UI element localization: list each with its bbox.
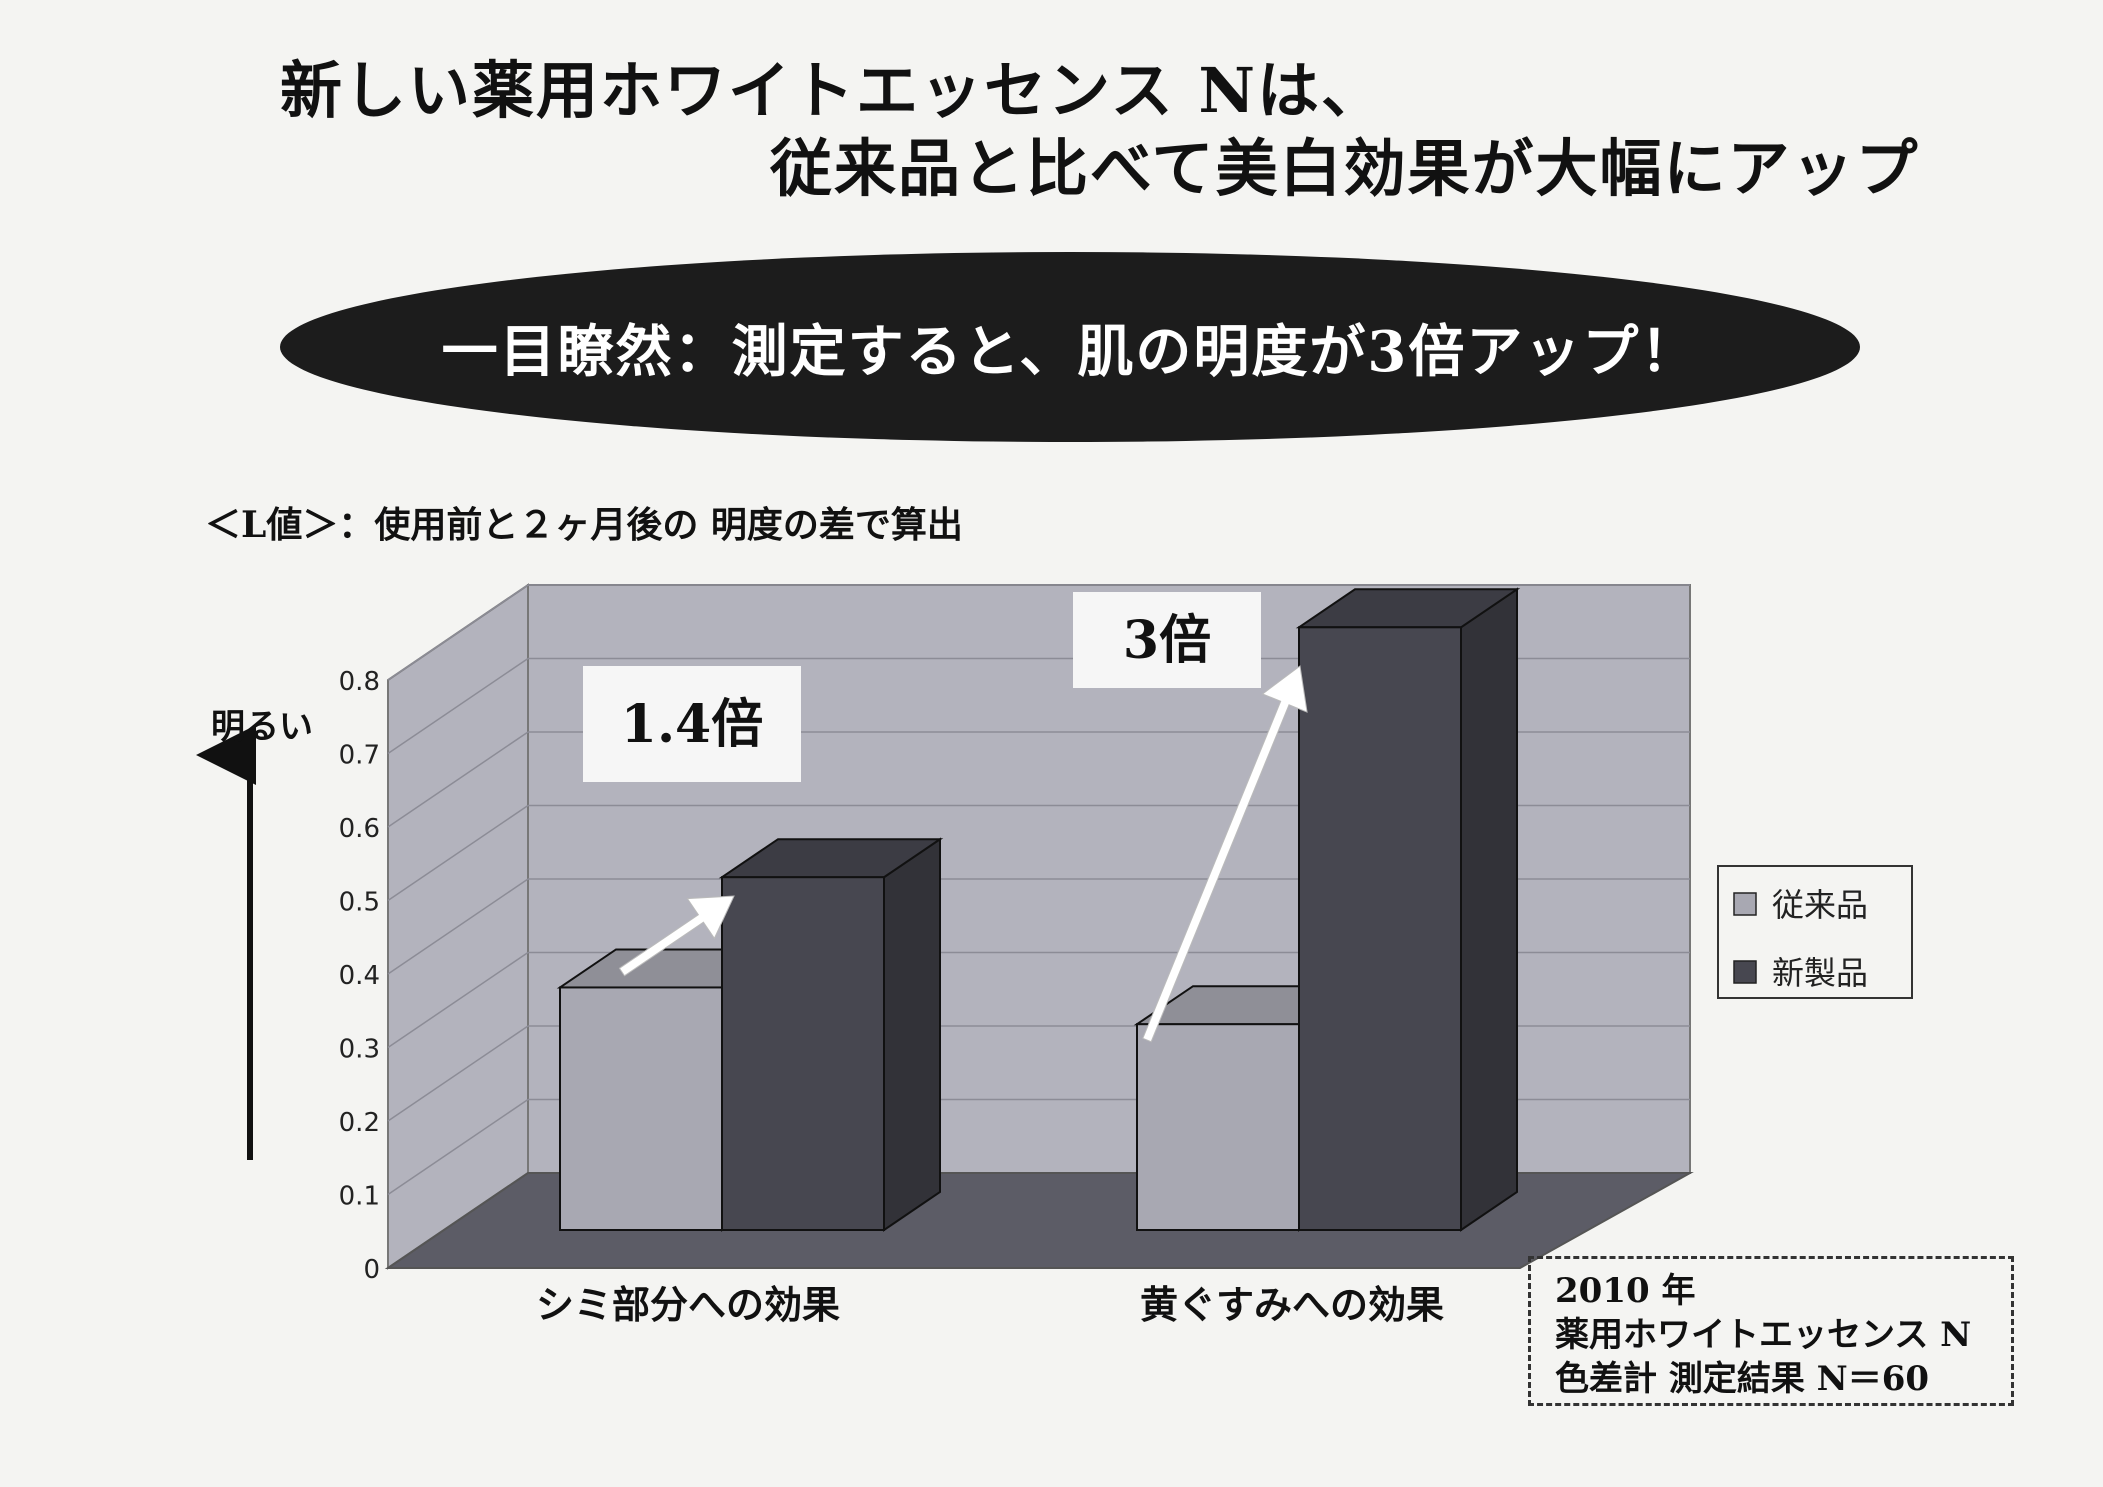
- gridline-left: [387, 731, 529, 828]
- x-axis-label: 黄ぐすみへの効果: [1140, 1282, 1444, 1327]
- chart-legend: 従来品 新製品: [1717, 865, 1913, 999]
- bar-front: [1136, 1023, 1300, 1231]
- chart-subtitle: ＜L値＞：使用前と２ヶ月後の 明度の差で算出: [205, 504, 963, 546]
- bar-new-0: [718, 837, 944, 1232]
- legend-swatch-new: [1733, 960, 1757, 984]
- bar-front: [559, 986, 723, 1232]
- y-tick-label: 0.1: [339, 1182, 380, 1212]
- gridline-left: [387, 1025, 529, 1122]
- y-tick-label: 0: [363, 1255, 380, 1285]
- y-tick-label: 0.8: [339, 667, 380, 697]
- ratio-box-2: [1073, 592, 1261, 688]
- ratio-label-2: 3倍: [1123, 610, 1211, 671]
- bar-side: [1460, 587, 1518, 1232]
- growth-arrows: [618, 665, 1308, 1043]
- arrow-shape: [1142, 665, 1308, 1043]
- y-tick-label: 0.4: [339, 961, 380, 991]
- bar-new-1: [1295, 587, 1521, 1232]
- note-year: 2010 年: [1555, 1271, 1696, 1311]
- gridline-left: [387, 1098, 529, 1196]
- x-axis-label: シミ部分への効果: [536, 1282, 840, 1327]
- bar-front: [1298, 626, 1462, 1231]
- legend-label-legacy: 従来品: [1772, 886, 1868, 924]
- y-direction-label: 明るい: [211, 707, 313, 747]
- headline-line-2: 従来品と比べて美白効果が大幅にアップ: [770, 132, 1920, 205]
- gridline-left: [387, 657, 529, 755]
- ratio-box-1: [583, 666, 801, 782]
- bar-side: [883, 837, 941, 1232]
- headline-banner: 一目瞭然：測定すると、肌の明度が3倍アップ！: [280, 252, 1860, 442]
- y-tick-label: 0.7: [339, 741, 380, 771]
- y-tick-label: 0.5: [339, 888, 380, 918]
- legend-label-new: 新製品: [1772, 954, 1868, 992]
- note-product: 薬用ホワイトエッセンス N: [1555, 1315, 1972, 1355]
- ratio-label-1: 1.4倍: [621, 694, 763, 755]
- measurement-note: 2010 年 薬用ホワイトエッセンス N 色差計 測定結果 N＝60: [1528, 1256, 2014, 1406]
- growth-arrow-icon: [618, 895, 735, 977]
- gridline-left: [387, 878, 529, 975]
- y-tick-label: 0.6: [339, 814, 380, 844]
- x-axis-labels: シミ部分への効果 黄ぐすみへの効果: [536, 1282, 1444, 1327]
- chart-bars: [556, 587, 1521, 1232]
- gridline-left: [387, 951, 529, 1049]
- legend-swatch-legacy: [1733, 892, 1757, 916]
- y-tick-label: 0.3: [339, 1035, 380, 1065]
- growth-arrow-icon: [1142, 665, 1308, 1043]
- headline-line-1: 新しい薬用ホワイトエッセンス Nは、: [280, 54, 1386, 127]
- arrow-shape: [618, 895, 735, 977]
- gridline-left: [387, 584, 529, 681]
- y-tick-label: 0.2: [339, 1108, 380, 1138]
- gridline-left: [387, 804, 529, 902]
- y-axis-ticks: 0 0.1 0.2 0.3 0.4 0.5 0.6 0.7 0.8: [339, 667, 380, 1285]
- note-method: 色差計 測定結果 N＝60: [1555, 1359, 1930, 1399]
- bar-front: [721, 876, 885, 1231]
- banner-text: 一目瞭然：測定すると、肌の明度が3倍アップ！: [441, 318, 1699, 385]
